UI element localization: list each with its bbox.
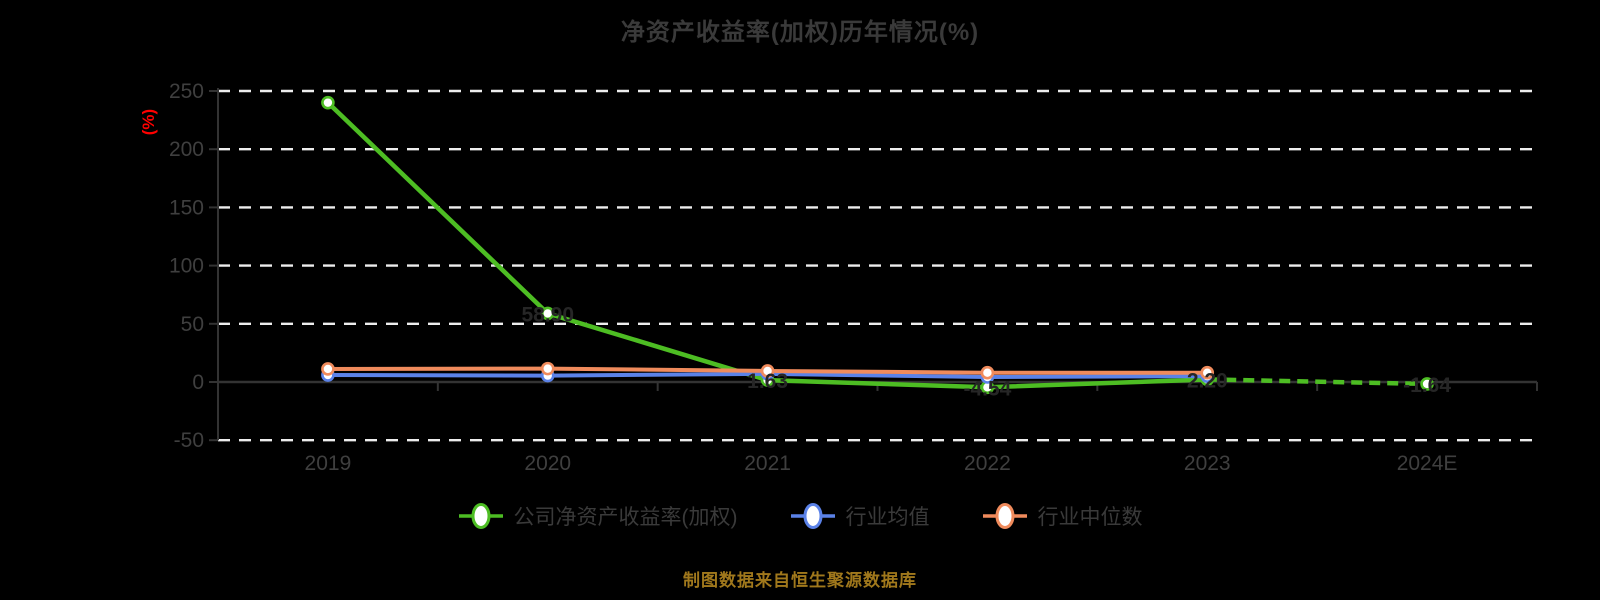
legend-marker-mean-icon [790,503,835,529]
data-source-caption: 制图数据来自恒生聚源数据库 [683,571,917,590]
data-point-marker [760,364,775,378]
x-category-label: 2019 [305,452,352,475]
y-tick-label: 250 [169,80,204,103]
chart-legend: 公司净资产收益率(加权) 行业均值 行业中位数 [0,501,1600,531]
data-point-label: 58.90 [521,303,574,326]
data-point-marker [540,361,555,376]
legend-item-industry-mean[interactable]: 行业均值 [790,501,930,531]
data-point-marker [540,306,555,321]
legend-label-industry-median: 行业中位数 [1037,506,1143,529]
legend-item-industry-median[interactable]: 行业中位数 [982,501,1143,531]
y-tick-label: 50 [181,313,204,336]
y-tick-label: 200 [169,138,204,161]
legend-item-company-roe[interactable]: 公司净资产收益率(加权) [458,501,738,531]
x-category-label: 2021 [744,452,791,475]
x-category-label: 2023 [1184,452,1231,475]
data-point-marker [1420,377,1434,391]
y-tick-label: 0 [192,371,204,394]
chart-title: 净资产收益率(加权)历年情况(%) [620,19,980,46]
legend-label-industry-mean: 行业均值 [845,506,930,529]
data-point-marker [1200,365,1215,380]
data-point-marker [980,365,995,380]
data-point-label: 1.63 [747,370,788,393]
legend-marker-median-icon [982,503,1027,529]
x-category-label: 2024E [1397,452,1458,475]
x-category-label: 2020 [524,452,571,475]
data-point-label: -4.54 [963,377,1011,400]
data-point-marker [321,362,335,376]
company-roe-line [326,101,1208,390]
data-point-marker [321,95,335,110]
data-point-label: 2.20 [1187,369,1228,392]
y-tick-label: -50 [174,429,204,452]
y-tick-label: 150 [169,196,204,219]
y-tick-label: 100 [169,255,204,278]
data-point-label: -1.64 [1403,374,1451,397]
legend-marker-company-icon [458,503,503,529]
legend-label-company-roe: 公司净资产收益率(加权) [513,506,738,529]
company-roe-line-forecast [1207,377,1428,387]
x-category-label: 2022 [964,452,1011,475]
